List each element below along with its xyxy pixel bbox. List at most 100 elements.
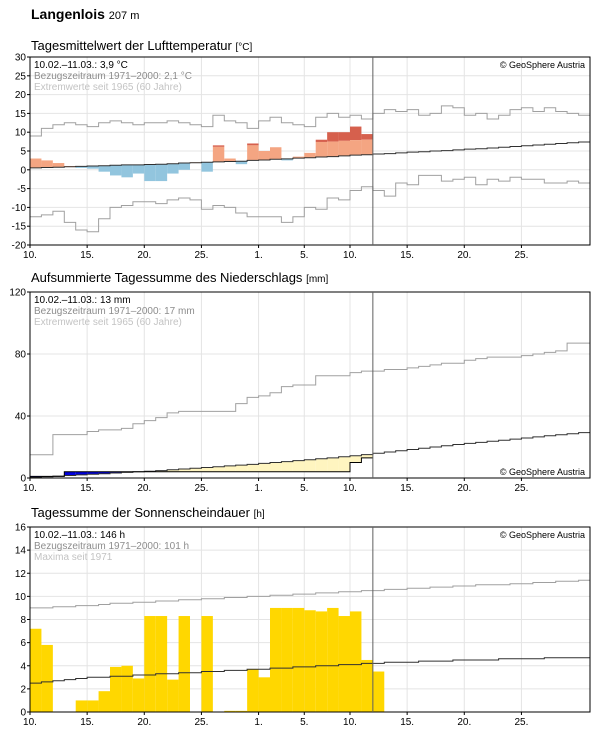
- sunshine-bar: [304, 610, 316, 712]
- precip-deficit-area: [190, 468, 202, 472]
- sunshine-x-tick-label: 20.: [137, 717, 151, 728]
- temp-bar-cold: [235, 161, 248, 165]
- station-name: Langenlois: [31, 6, 105, 22]
- precip-deficit-area: [235, 465, 248, 472]
- sunshine-title: Tagessumme der Sonnenscheindauer: [31, 505, 250, 520]
- precip-surplus-bar: [110, 471, 122, 474]
- precipitation-panel-title: Aufsummierte Tagessumme des Niederschlag…: [31, 270, 328, 285]
- sunshine-bar: [87, 700, 99, 712]
- sunshine-bar: [30, 628, 42, 712]
- temperature-y-tick-label: -5: [17, 184, 26, 195]
- sunshine-bar: [201, 616, 213, 712]
- temp-bar-warm: [224, 158, 236, 162]
- precipitation-x-tick-label: 15.: [400, 483, 414, 494]
- temperature-unit: [°C]: [235, 42, 253, 53]
- precip-observed-line: [30, 457, 373, 477]
- sunshine-x-tick-label: 10.: [343, 717, 357, 728]
- sunshine-x-tick-label: 15.: [400, 717, 414, 728]
- precip-extreme-max-line: [30, 342, 590, 456]
- precipitation-legend-observed: 10.02.–11.03.: 13 mm: [34, 295, 131, 306]
- temp-bar-warm: [315, 141, 328, 158]
- temp-bar-warm: [327, 141, 339, 157]
- temp-bar-warm: [292, 156, 305, 159]
- temp-bar-cold: [155, 164, 168, 182]
- temp-bar-very-warm: [338, 132, 350, 141]
- precip-deficit-area: [258, 463, 270, 472]
- temperature-x-tick-label: 25.: [194, 250, 208, 261]
- temp-bar-cold: [75, 166, 88, 168]
- sunshine-y-tick-label: 8: [20, 615, 26, 626]
- precipitation-x-tick-label: 1.: [254, 483, 262, 494]
- precip-deficit-area: [224, 465, 236, 472]
- temperature-legend-normal: Bezugszeitraum 1971–2000: 2,1 °C: [34, 71, 192, 82]
- sunshine-bar: [121, 665, 133, 712]
- temp-bar-very-warm: [315, 139, 328, 142]
- precipitation-x-tick-label: 20.: [457, 483, 471, 494]
- precipitation-x-tick-label: 5.: [300, 483, 308, 494]
- sunshine-bar: [315, 611, 328, 712]
- sunshine-bar: [338, 616, 350, 712]
- precip-deficit-area: [270, 462, 282, 472]
- precip-deficit-area: [178, 469, 190, 472]
- sunshine-bar: [235, 710, 248, 712]
- precip-deficit-area: [315, 458, 328, 472]
- temperature-x-tick-label: 1.: [254, 250, 262, 261]
- sunshine-x-tick-label: 20.: [457, 717, 471, 728]
- sunshine-maxima-line: [30, 579, 590, 609]
- precip-deficit-area: [281, 461, 293, 472]
- precipitation-x-tick-label: 25.: [514, 483, 528, 494]
- sunshine-y-tick-label: 16: [15, 523, 27, 534]
- temp-bar-warm: [270, 147, 282, 160]
- temp-bar-cold: [98, 165, 110, 172]
- precipitation-unit: [mm]: [306, 274, 329, 285]
- temp-extreme-max-line: [30, 105, 590, 137]
- sunshine-bar: [327, 607, 339, 712]
- sunshine-bar: [292, 607, 305, 712]
- temp-bar-warm: [338, 140, 350, 156]
- temp-bar-cold: [132, 164, 145, 174]
- temperature-x-tick-label: 15.: [400, 250, 414, 261]
- temp-bar-warm: [361, 139, 373, 155]
- precipitation-x-tick-label: 20.: [137, 483, 151, 494]
- temp-bar-warm: [30, 158, 42, 168]
- sunshine-y-tick-label: 4: [20, 661, 26, 672]
- sunshine-x-tick-label: 1.: [254, 717, 262, 728]
- precip-deficit-area: [338, 456, 350, 472]
- precip-deficit-area: [350, 455, 362, 463]
- precipitation-y-tick-label: 0: [20, 474, 26, 485]
- precipitation-y-tick-label: 120: [9, 288, 26, 299]
- precip-deficit-area: [327, 457, 339, 472]
- precip-surplus-bar: [87, 471, 99, 475]
- temperature-y-tick-label: 30: [15, 53, 27, 64]
- precip-normal-line: [30, 432, 590, 478]
- sunshine-y-tick-label: 12: [15, 569, 27, 580]
- temp-bar-warm: [41, 160, 53, 168]
- sunshine-x-tick-label: 25.: [194, 717, 208, 728]
- precip-deficit-area: [292, 460, 305, 472]
- sunshine-bar: [247, 669, 259, 712]
- temperature-y-tick-label: -10: [12, 203, 27, 214]
- sunshine-bar: [41, 644, 53, 712]
- temperature-legend-observed: 10.02.–11.03.: 3,9 °C: [34, 60, 128, 71]
- temp-bar-warm: [350, 140, 362, 156]
- sunshine-bar: [155, 616, 168, 712]
- temperature-legend-extremes: Extremwerte seit 1965 (60 Jahre): [34, 82, 182, 93]
- precipitation-copyright: © GeoSphere Austria: [500, 467, 585, 477]
- station-header: Langenlois 207 m: [31, 6, 139, 22]
- precip-deficit-area: [201, 467, 213, 472]
- precipitation-x-tick-label: 25.: [194, 483, 208, 494]
- temp-bar-very-warm: [350, 126, 362, 141]
- temp-bar-warm: [52, 163, 65, 168]
- sunshine-legend-normal: Bezugszeitraum 1971–2000: 101 h: [34, 541, 189, 552]
- precip-deficit-area: [247, 464, 259, 472]
- sunshine-bar: [167, 679, 179, 712]
- sunshine-y-tick-label: 6: [20, 638, 26, 649]
- sunshine-y-tick-label: 14: [15, 546, 27, 557]
- temp-extreme-min-line: [30, 174, 590, 233]
- temp-bar-warm: [247, 145, 259, 161]
- sunshine-x-tick-label: 5.: [300, 717, 308, 728]
- temp-bar-warm: [304, 152, 316, 158]
- temperature-y-tick-label: 20: [15, 90, 27, 101]
- temperature-y-tick-label: 0: [20, 165, 26, 176]
- temp-bar-warm: [258, 151, 270, 161]
